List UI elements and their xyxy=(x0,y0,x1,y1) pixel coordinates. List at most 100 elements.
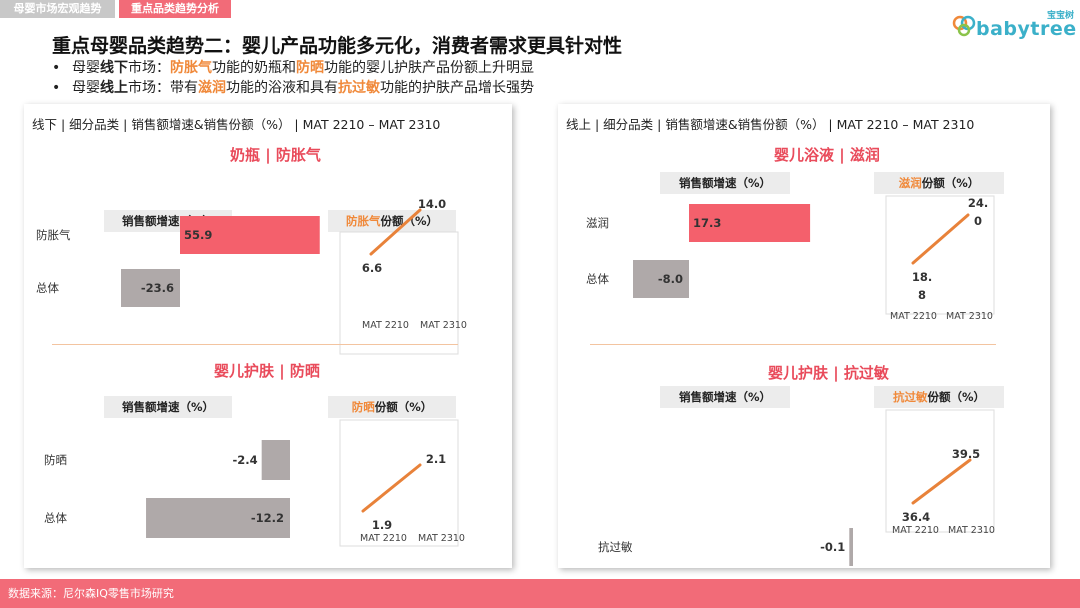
share-line xyxy=(911,458,972,505)
bullet-text: 功能的护肤产品增长强势 xyxy=(380,80,534,96)
page-title: 重点母婴品类趋势二：婴儿产品功能多元化，消费者需求更具针对性 xyxy=(52,35,623,57)
share-plot-area xyxy=(885,409,995,533)
footer-source: 数据来源：尼尔森IQ零售市场研究 xyxy=(0,579,1080,608)
growth-header-label: 销售额增速（%） xyxy=(679,176,771,190)
bullet-text: 功能的浴液和具有 xyxy=(226,80,338,96)
share-value-label: 6.6 xyxy=(362,261,382,275)
x-tick-label: MAT 2310 xyxy=(948,525,995,536)
share-header-box xyxy=(874,172,1004,194)
growth-header-box xyxy=(104,396,232,418)
share-value-line: 6.6 xyxy=(362,261,382,275)
growth-value-label: -8.0 xyxy=(658,272,683,286)
logo-chinese-text: 宝宝树 xyxy=(1046,11,1074,21)
chart-title: 奶瓶 | 防胀气 xyxy=(230,146,321,164)
growth-header-label: 销售额增速（%） xyxy=(122,400,214,414)
section-divider xyxy=(590,344,996,345)
growth-bar xyxy=(146,498,290,538)
share-header-suffix: 份额（%） xyxy=(922,176,980,190)
x-tick-label: MAT 2210 xyxy=(890,311,937,322)
growth-bar xyxy=(261,440,290,480)
bullet-text: 母婴 xyxy=(72,80,100,96)
share-line xyxy=(911,213,970,265)
bullet-highlight: 抗过敏 xyxy=(338,80,380,96)
growth-bar xyxy=(849,528,853,566)
growth-bar xyxy=(633,260,689,298)
share-plot-area xyxy=(339,231,459,355)
share-header-suffix: 份额（%） xyxy=(927,390,985,404)
category-label: 防晒 xyxy=(44,453,67,467)
category-label: 总体 xyxy=(586,272,609,286)
share-value-label: 2.1 xyxy=(426,452,446,466)
bullet-dot: • xyxy=(52,80,61,96)
tab-market-macro[interactable]: 母婴市场宏观趋势 xyxy=(0,0,115,18)
bullet-highlight: 防晒 xyxy=(296,60,324,76)
share-value-label: 24. 0 xyxy=(968,196,988,228)
bullet-online: • 母婴线上市场：带有滋润功能的浴液和具有抗过敏功能的护肤产品增长强势 xyxy=(52,77,534,97)
share-header-highlight: 防胀气 xyxy=(346,214,381,228)
share-header-label: 防晒份额（%） xyxy=(352,400,433,414)
bullet-highlight: 滋润 xyxy=(198,80,226,96)
bullet-bold: 线下 xyxy=(100,60,128,76)
growth-value-label: 17.3 xyxy=(693,216,721,230)
chart-title: 婴儿护肤 | 抗过敏 xyxy=(768,364,889,382)
logo-mark-icon xyxy=(952,15,976,37)
share-value-line: 0 xyxy=(974,214,982,228)
category-label: 防胀气 xyxy=(36,228,71,242)
share-header-label: 抗过敏份额（%） xyxy=(893,390,985,404)
bullet-text: 市场： xyxy=(128,60,170,76)
x-tick-label: MAT 2210 xyxy=(362,320,409,331)
x-tick-label: MAT 2210 xyxy=(892,525,939,536)
bullet-text: 母婴 xyxy=(72,60,100,76)
growth-header-box xyxy=(660,386,790,408)
chart-title: 婴儿护肤 | 防晒 xyxy=(214,362,320,380)
panel-online: 线上 | 细分品类 | 销售额增速&销售份额（%） | MAT 2210 – M… xyxy=(558,104,1050,608)
panel-header: 线上 | 细分品类 | 销售额增速&销售份额（%） | MAT 2210 – M… xyxy=(566,117,975,132)
bullet-highlight: 防胀气 xyxy=(170,60,212,76)
bullet-text: 功能的奶瓶和 xyxy=(212,60,296,76)
x-tick-label: MAT 2310 xyxy=(946,311,993,322)
share-value-line: 18. xyxy=(912,270,932,284)
chart-title: 婴儿浴液 | 滋润 xyxy=(774,146,880,164)
share-value-line: 24. xyxy=(968,196,988,210)
share-value-line: 36.4 xyxy=(902,510,930,524)
panel-offline: 线下 | 细分品类 | 销售额增速&销售份额（%） | MAT 2210 – M… xyxy=(24,104,512,568)
growth-bar xyxy=(689,204,811,242)
x-tick-label: MAT 2210 xyxy=(360,533,407,544)
category-label: 滋润 xyxy=(586,216,609,230)
bullet-dot: • xyxy=(52,60,61,76)
share-header-box xyxy=(328,396,456,418)
chart-skincare-antiallergy: 销售额增速（%）抗过敏份额（%）抗过敏-0.1总体-4.536.439.5MAT… xyxy=(598,386,1004,608)
growth-value-label: -12.2 xyxy=(251,511,284,525)
category-label: 总体 xyxy=(36,281,59,295)
babytree-logo: 宝宝树 babytree xyxy=(952,8,1077,40)
share-header-box xyxy=(328,210,456,232)
share-header-highlight: 抗过敏 xyxy=(893,390,928,404)
bullet-text: 功能的婴儿护肤产品份额上升明显 xyxy=(324,60,534,76)
bullet-offline: • 母婴线下市场：防胀气功能的奶瓶和防晒功能的婴儿护肤产品份额上升明显 xyxy=(52,57,534,77)
share-value-label: 36.4 xyxy=(902,510,930,524)
share-value-label: 1.9 xyxy=(372,518,392,532)
share-header-box xyxy=(874,386,1004,408)
category-label: 总体 xyxy=(44,511,67,525)
share-header-suffix: 份额（%） xyxy=(375,400,433,414)
bullet-bold: 线上 xyxy=(100,80,128,96)
logo-english-text: babytree xyxy=(976,18,1077,40)
share-value-line: 14.0 xyxy=(418,197,446,211)
x-tick-label: MAT 2310 xyxy=(420,320,467,331)
bullet-text: 市场：带有 xyxy=(128,80,198,96)
growth-bar xyxy=(121,269,180,307)
share-value-label: 18. 8 xyxy=(912,270,932,302)
growth-value-label: -2.4 xyxy=(233,453,258,467)
growth-value-label: -0.1 xyxy=(820,540,845,554)
share-header-label: 滋润份额（%） xyxy=(899,176,980,190)
share-value-line: 2.1 xyxy=(426,452,446,466)
growth-bar xyxy=(180,216,320,254)
tab-category-trend[interactable]: 重点品类趋势分析 xyxy=(119,0,231,18)
share-value-line: 1.9 xyxy=(372,518,392,532)
panel-header: 线下 | 细分品类 | 销售额增速&销售份额（%） | MAT 2210 – M… xyxy=(32,117,441,132)
x-tick-label: MAT 2310 xyxy=(418,533,465,544)
share-plot-area xyxy=(885,195,995,315)
share-header-highlight: 滋润 xyxy=(899,176,922,190)
section-divider xyxy=(52,344,458,345)
